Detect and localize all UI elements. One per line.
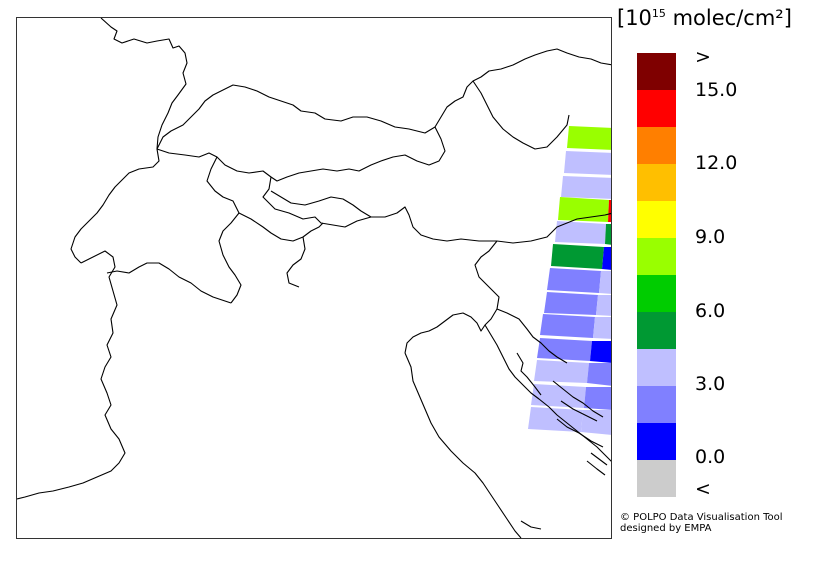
swath-pixel [590,341,611,363]
colorbar-swatch [637,349,676,386]
swath-pixel [544,292,598,315]
colorbar-label-0: 0.0 [695,446,726,468]
swath-pixel [584,387,611,410]
swath-pixel [547,268,601,293]
country-borders [17,18,611,538]
unit-suffix: molec/cm²] [665,6,792,30]
swath-pixel [599,271,611,294]
colorbar-label-3: 3.0 [695,373,726,395]
colorbar-label-9: 9.0 [695,226,726,248]
credit-text: © POLPO Data Visualisation Tool designed… [620,512,783,534]
swath-pixel [537,338,592,361]
credit-line-1: © POLPO Data Visualisation Tool [620,512,783,523]
colorbar-swatch [637,460,676,497]
swath-pixel [528,407,583,432]
colorbar-swatch [637,386,676,423]
colorbar-label-below: < [695,478,711,500]
colorbar [637,53,676,497]
swath-pixel [567,126,611,150]
swath-pixel [605,224,611,245]
colorbar-swatch [637,127,676,164]
swath-pixel [596,295,611,316]
colorbar-swatch [637,275,676,312]
swath-pixel [540,314,595,338]
swath-pixel [587,363,611,386]
colorbar-label-12: 12.0 [695,152,738,174]
colorbar-swatch [637,423,676,460]
map-canvas [17,18,611,538]
credit-line-2: designed by EMPA [620,523,712,534]
colorbar-swatch [637,312,676,349]
map-area[interactable] [16,17,612,539]
swath-pixel [531,384,586,408]
colorbar-swatch [637,164,676,201]
swath-pixel [581,410,611,435]
satellite-swath [528,126,611,435]
swath-pixel [608,200,611,222]
unit-exponent: 15 [651,7,666,20]
colorbar-swatch [637,201,676,238]
swath-pixel [602,247,611,270]
colorbar-label-6: 6.0 [695,300,726,322]
colorbar-swatch [637,90,676,127]
swath-pixel [561,176,611,199]
swath-pixel [555,221,606,244]
swath-pixel [593,317,611,339]
swath-pixel [564,151,611,175]
swath-pixel [551,244,604,269]
colorbar-swatch [637,238,676,275]
colorbar-unit-label: [1015 molec/cm²] [617,6,792,30]
colorbar-label-15: 15.0 [695,79,738,101]
unit-prefix: [10 [617,6,652,30]
swath-pixel [534,360,589,383]
colorbar-swatch [637,53,676,90]
colorbar-label-above: > [695,46,711,68]
